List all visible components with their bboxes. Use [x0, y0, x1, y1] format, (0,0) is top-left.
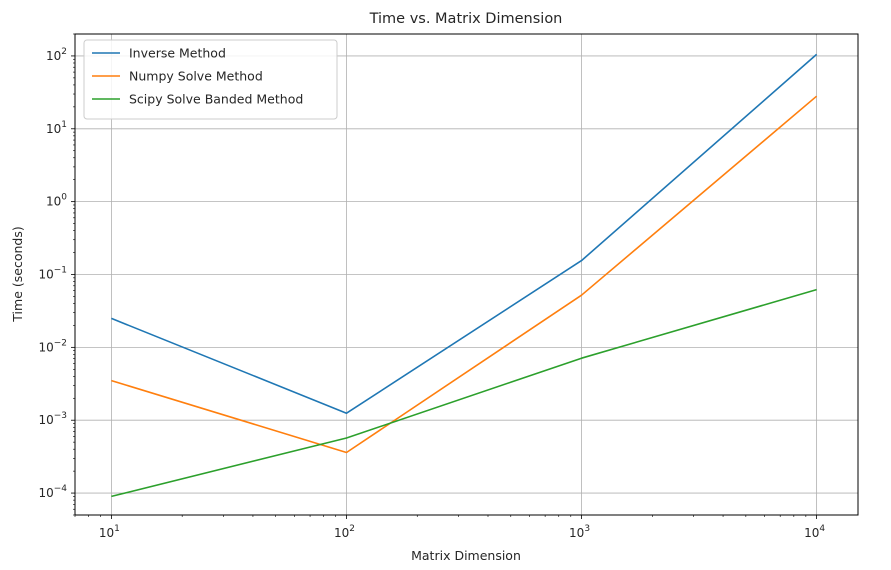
y-axis-label: Time (seconds): [10, 226, 25, 322]
series-line-inverse-method: [111, 53, 818, 415]
y-tick-label: 100: [46, 193, 67, 209]
y-tick-label: 10−3: [38, 411, 67, 427]
series-lines: [111, 53, 818, 498]
x-axis-label: Matrix Dimension: [411, 548, 521, 563]
legend-entry-label: Inverse Method: [129, 46, 226, 61]
ticks: 101 102 103 104 10−4 10−3 10−2 10−1 100 101 102: [38, 33, 825, 540]
x-tick-label: 102: [334, 524, 355, 540]
x-tick-label: 101: [99, 524, 120, 540]
y-tick-label: 10−1: [38, 266, 67, 282]
legend-box: [83, 39, 338, 120]
legend-entry-label: Numpy Solve Method: [129, 69, 263, 84]
y-tick-label: 10−4: [38, 484, 67, 500]
x-tick-label: 103: [569, 524, 590, 540]
y-tick-label: 102: [46, 47, 67, 63]
legend: Inverse Method Numpy Solve Method Scipy So…: [83, 39, 338, 120]
y-tick-label: 10−2: [38, 338, 67, 354]
legend-entry-label: Scipy Solve Banded Method: [129, 92, 303, 107]
chart-title: Time vs. Matrix Dimension: [369, 11, 563, 27]
x-tick-label: 104: [804, 524, 825, 540]
series-line-numpy-solve-method: [111, 95, 818, 454]
y-tick-label: 101: [46, 120, 67, 136]
series-line-scipy-solve-banded-method: [111, 288, 817, 498]
